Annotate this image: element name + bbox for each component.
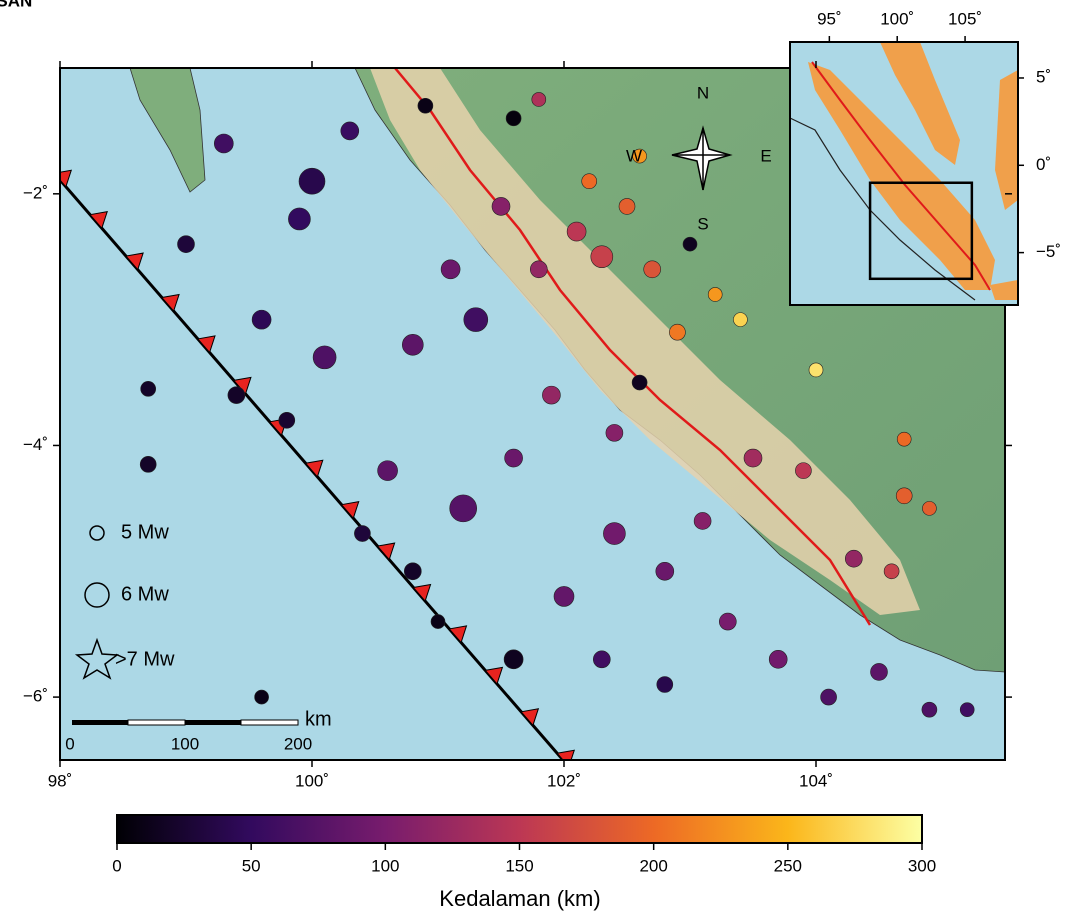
earthquake [657,677,673,693]
legend-label: >7 Mw [115,648,175,670]
compass-w: W [626,146,642,165]
inset-x-tick-label: 95˚ [817,9,842,28]
scale-label: 200 [284,734,312,753]
earthquake [505,449,523,467]
earthquake [960,703,974,717]
y-tick-label: −6˚ [23,687,48,706]
earthquake [506,111,521,126]
earthquake [769,650,787,668]
y-tick-label: −4˚ [23,435,48,454]
earthquake [288,208,310,230]
earthquake [530,261,547,278]
x-tick-label: 104˚ [799,771,833,790]
colorbar-tick-label: 300 [908,856,936,875]
earthquake [404,563,421,580]
title: LSAN [0,0,32,10]
x-tick-label: 100˚ [295,771,329,790]
scale-seg [185,720,241,725]
earthquake [140,456,156,472]
colorbar [117,815,922,843]
earthquake [441,260,460,279]
earthquake [504,650,523,669]
y-tick-label: −2˚ [23,183,48,202]
earthquake [922,501,936,515]
earthquake [567,222,586,241]
inset-y-tick-label: −5˚ [1036,242,1061,261]
map-figure: LSAN N S W E 5 Mw 6 Mw >7 Mw 0 100 [0,0,1070,915]
earthquake [141,381,156,396]
earthquake [845,550,862,567]
scale-seg [72,720,128,725]
earthquake [644,261,661,278]
earthquake [603,523,625,545]
earthquake [402,334,423,355]
legend-label: 5 Mw [121,521,169,543]
scale-unit: km [305,708,332,730]
earthquake [606,424,623,441]
earthquake [214,134,233,153]
earthquake [255,690,269,704]
earthquake [378,461,398,481]
earthquake [178,236,195,253]
earthquake [669,324,685,340]
compass-s: S [697,214,708,233]
earthquake [431,615,445,629]
earthquake [922,702,937,717]
compass-e: E [760,146,771,165]
earthquake [656,562,674,580]
earthquake [871,663,888,680]
inset-x-tick-label: 105˚ [948,9,982,28]
inset-map: 95˚ 100˚ 105˚ 5˚ 0˚ −5˚ [790,9,1061,305]
colorbar-tick-label: 200 [639,856,667,875]
earthquake [313,346,336,369]
earthquake [591,246,613,268]
scale-label: 100 [171,734,199,753]
earthquake [582,174,597,189]
scale-label: 0 [65,734,74,753]
earthquake [809,363,823,377]
colorbar-tick-label: 50 [242,856,261,875]
colorbar-tick-label: 150 [505,856,533,875]
earthquake [632,375,647,390]
earthquake [619,198,635,214]
earthquake [896,488,912,504]
earthquake [884,564,899,579]
earthquake [821,689,837,705]
earthquake [733,313,747,327]
inset-x-tick-label: 100˚ [880,9,914,28]
x-tick-label: 98˚ [48,771,73,790]
scale-seg [241,720,298,725]
earthquake [418,98,433,113]
x-tick-label: 102˚ [547,771,581,790]
earthquake [719,613,736,630]
earthquake [299,168,325,194]
earthquake [744,449,762,467]
colorbar-tick-label: 0 [112,856,121,875]
colorbar-label: Kedalaman (km) [439,886,600,911]
earthquake [694,512,711,529]
earthquake [795,463,811,479]
earthquake [354,526,370,542]
compass-n: N [697,83,709,102]
scale-seg [128,720,185,725]
colorbar-tick-label: 250 [774,856,802,875]
earthquake [683,237,697,251]
earthquake [450,495,477,522]
earthquake [897,432,911,446]
legend-label: 6 Mw [121,583,169,605]
earthquake [341,122,359,140]
earthquake [279,412,295,428]
earthquake [593,651,610,668]
earthquake [252,310,271,329]
earthquake [542,386,560,404]
earthquake [492,197,510,215]
earthquake [554,586,574,606]
inset-y-tick-label: 5˚ [1036,67,1051,86]
colorbar-tick-label: 100 [371,856,399,875]
inset-y-tick-label: 0˚ [1036,155,1051,174]
earthquake [532,92,546,106]
earthquake [708,287,722,301]
earthquake [464,308,488,332]
earthquake [228,387,245,404]
